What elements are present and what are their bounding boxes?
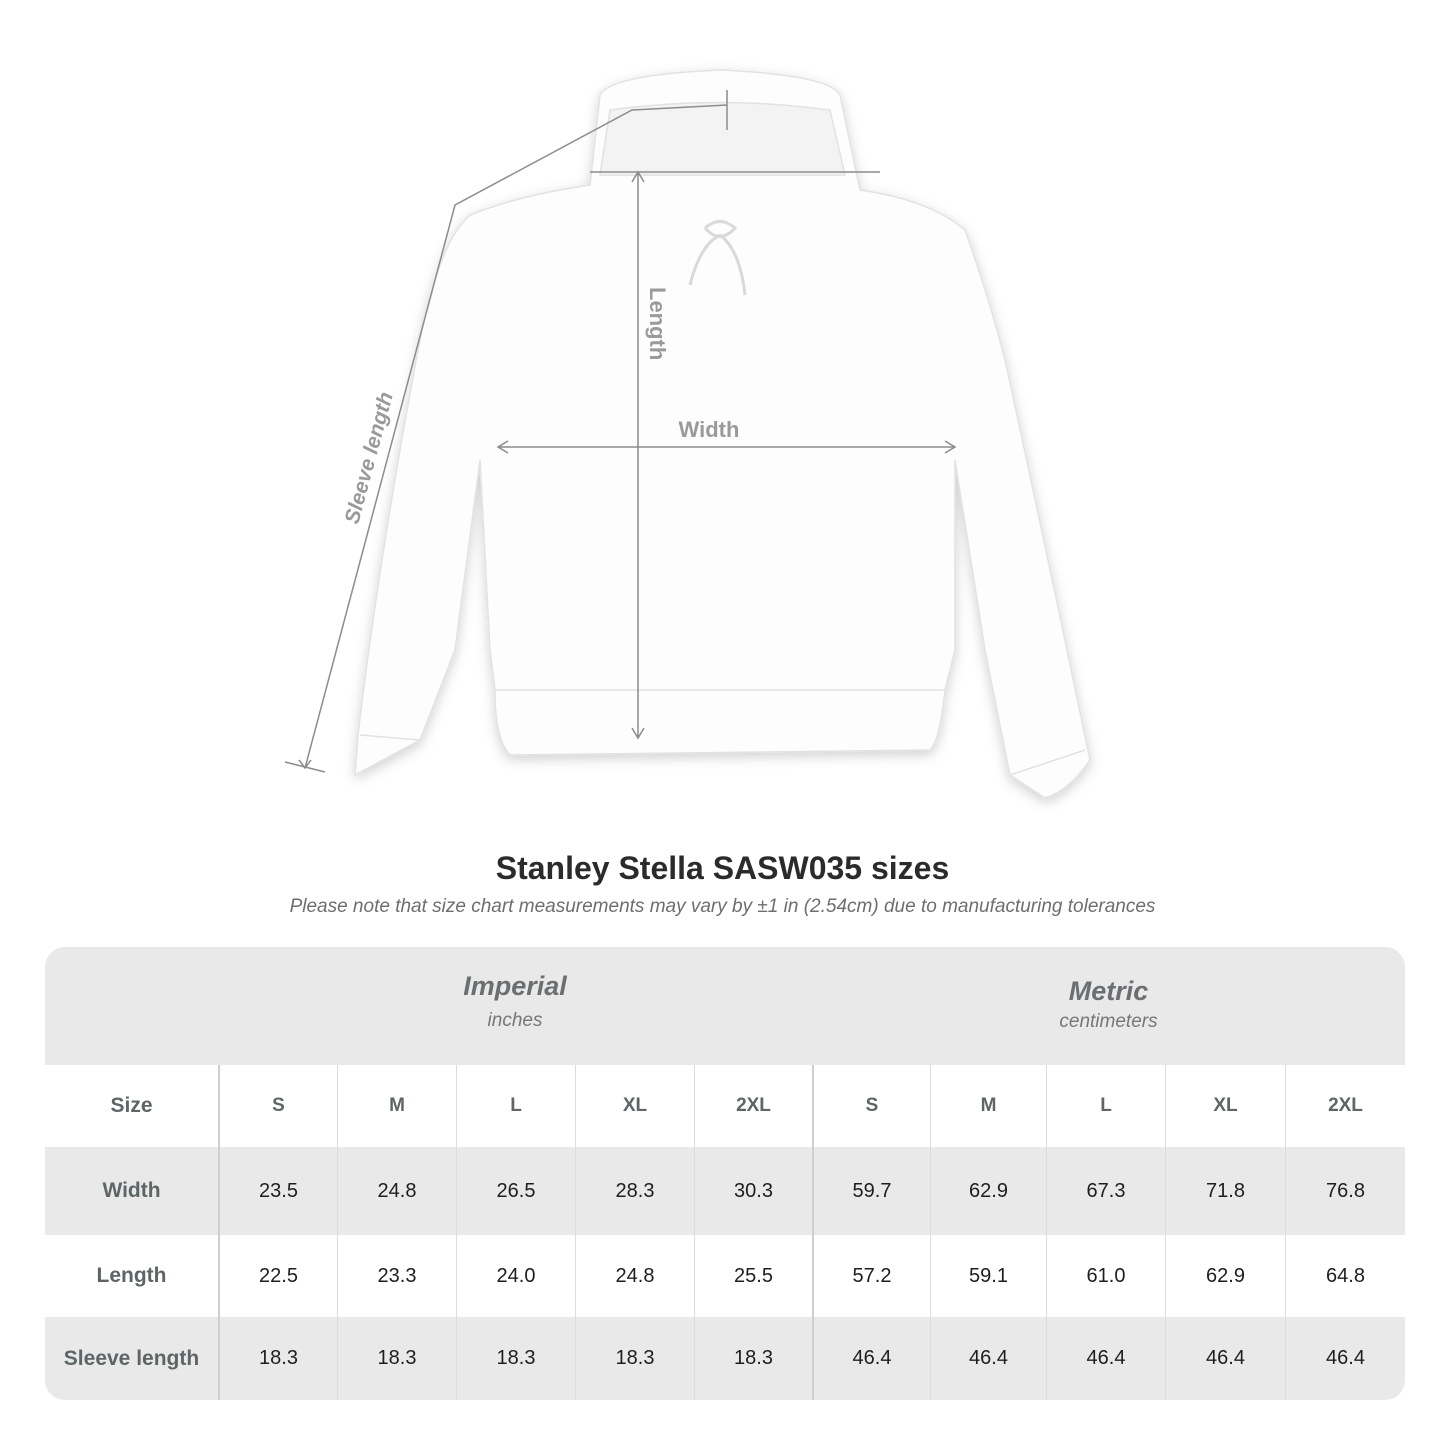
metric-size-header: S [812, 1065, 930, 1147]
imperial-value: 18.3 [694, 1317, 812, 1400]
imperial-value: 18.3 [337, 1317, 456, 1400]
metric-value: 46.4 [1046, 1317, 1165, 1400]
metric-value: 46.4 [1285, 1317, 1405, 1400]
metric-size-header: 2XL [1285, 1065, 1405, 1147]
metric-size-header: L [1046, 1065, 1165, 1147]
imperial-size-header: L [456, 1065, 575, 1147]
table-row: Length 22.5 23.3 24.0 24.8 25.5 57.2 59.1 61.0 62… [45, 1235, 1405, 1317]
imperial-unit: inches [487, 1010, 543, 1031]
row-label: Width [102, 1179, 161, 1202]
imperial-value: 26.5 [456, 1147, 575, 1235]
drawstring-icon [688, 220, 747, 296]
imperial-group: Imperial inches [218, 971, 812, 1032]
tolerance-note: Please note that size chart measurements… [289, 896, 1156, 917]
length-line [590, 170, 880, 740]
imperial-value: 25.5 [694, 1235, 812, 1317]
imperial-value: 30.3 [694, 1147, 812, 1235]
imperial-value: 18.3 [456, 1317, 575, 1400]
imperial-value: 24.8 [575, 1235, 694, 1317]
table-header: Imperial inches Metric centimeters [45, 947, 1405, 1065]
hoodie-image [354, 69, 1091, 799]
imperial-value: 22.5 [218, 1235, 337, 1317]
metric-value: 62.9 [1165, 1235, 1285, 1317]
imperial-value: 23.5 [218, 1147, 337, 1235]
imperial-value: 18.3 [575, 1317, 694, 1400]
size-column-label: Size [110, 1094, 153, 1117]
hoodie-measurement-diagram: Length Width Sleeve length [284, 69, 1091, 799]
row-label: Sleeve length [63, 1346, 200, 1370]
metric-size-header: M [930, 1065, 1046, 1147]
imperial-size-header: M [337, 1065, 456, 1147]
metric-value: 76.8 [1285, 1147, 1405, 1235]
width-label: Width [679, 417, 740, 442]
imperial-size-header: 2XL [694, 1065, 812, 1147]
measurement-lines [284, 90, 957, 773]
metric-value: 46.4 [930, 1317, 1046, 1400]
metric-group: Metric centimeters [812, 976, 1405, 1033]
imperial-value: 23.3 [337, 1235, 456, 1317]
table-row: Width 23.5 24.8 26.5 28.3 30.3 59.7 62.9 67.3 71.… [45, 1147, 1405, 1235]
metric-value: 46.4 [1165, 1317, 1285, 1400]
metric-value: 64.8 [1285, 1235, 1405, 1317]
imperial-value: 24.0 [456, 1235, 575, 1317]
size-table: Imperial inches Metric centimeters Size S… [45, 947, 1405, 1400]
imperial-value: 28.3 [575, 1147, 694, 1235]
metric-value: 67.3 [1046, 1147, 1165, 1235]
metric-value: 62.9 [930, 1147, 1046, 1235]
metric-value: 71.8 [1165, 1147, 1285, 1235]
size-header-row: Size S M L XL 2XL S M L XL 2XL [45, 1065, 1405, 1147]
metric-value: 59.1 [930, 1235, 1046, 1317]
metric-value: 46.4 [812, 1317, 930, 1400]
row-label: Length [96, 1264, 167, 1287]
width-line [496, 440, 957, 454]
sleeve-length-label: Sleeve length [341, 390, 398, 527]
length-label: Length [645, 287, 670, 360]
metric-value: 57.2 [812, 1235, 930, 1317]
table-row: Sleeve length 18.3 18.3 18.3 18.3 18.3 46.4 46.… [45, 1317, 1405, 1400]
imperial-title: Imperial [463, 971, 567, 1001]
metric-title: Metric [1068, 976, 1149, 1006]
page-title: Stanley Stella SASW035 sizes [495, 850, 950, 886]
imperial-size-header: S [218, 1065, 337, 1147]
metric-value: 59.7 [812, 1147, 930, 1235]
imperial-value: 24.8 [337, 1147, 456, 1235]
imperial-size-header: XL [575, 1065, 694, 1147]
metric-unit: centimeters [1059, 1011, 1158, 1032]
metric-value: 61.0 [1046, 1235, 1165, 1317]
sleeve-line [284, 90, 728, 773]
imperial-value: 18.3 [218, 1317, 337, 1400]
metric-size-header: XL [1165, 1065, 1285, 1147]
